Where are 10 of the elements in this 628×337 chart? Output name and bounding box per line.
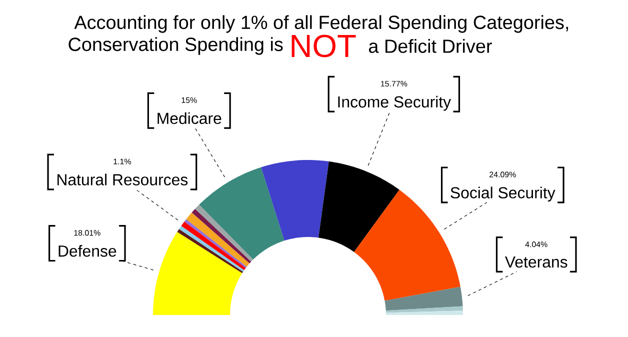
slice-label: Defense xyxy=(58,245,116,257)
slice-label: Natural Resources xyxy=(57,174,188,186)
chart-subtitle: Conservation Spending is xyxy=(68,37,283,55)
text: a Deficit Driver xyxy=(368,39,492,53)
slice-label: Veterans xyxy=(504,256,568,268)
legend-label: Income Security xyxy=(338,96,451,111)
slice-label: Medicare xyxy=(158,112,222,124)
chart-title: Accounting for only 1% of all Federal Spending Categories, xyxy=(74,15,568,33)
text: NOT xyxy=(292,34,356,58)
slice-label: Social Security xyxy=(450,186,556,202)
